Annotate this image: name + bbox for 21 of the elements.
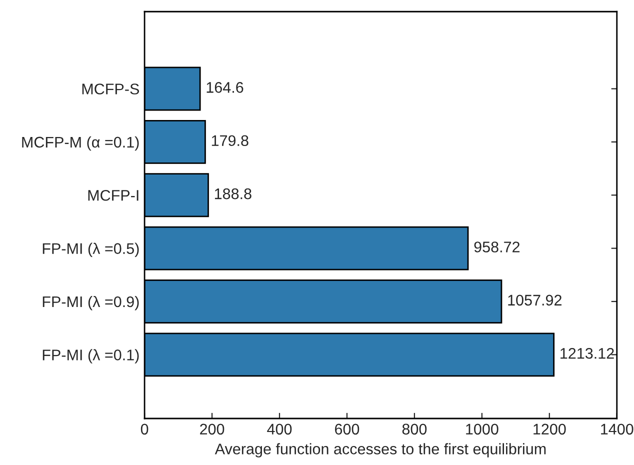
data-label: 1213.12 [560,348,614,359]
x-tick-label: 0 [140,424,148,435]
x-tick-label: 400 [267,424,292,435]
data-label: 179.8 [212,135,248,146]
data-label: 958.72 [474,242,520,252]
data-label: 188.8 [214,188,252,200]
x-axis-title: Average function accesses to the first equilibrium [214,443,546,458]
y-tick-label: MCFP-M (α =0.1) [22,136,139,151]
y-tick-label: MCFP-S [82,84,139,94]
y-tick-label: MCFP-I [88,190,138,201]
data-label: 164.6 [206,82,244,93]
x-tick-label: 600 [335,424,360,435]
y-tick-label: FP-MI (λ =0.5) [42,242,139,258]
x-tick-label: 1400 [601,424,634,435]
x-tick-label: 200 [200,424,224,435]
data-label: 1057.92 [508,294,562,306]
y-tick-label: FP-MI (λ =0.1) [42,349,139,364]
x-tick-label: 1200 [534,424,566,435]
y-tick-label: FP-MI (λ =0.9) [42,296,139,310]
x-tick-label: 800 [402,424,427,435]
x-tick-label: 1000 [466,424,498,435]
